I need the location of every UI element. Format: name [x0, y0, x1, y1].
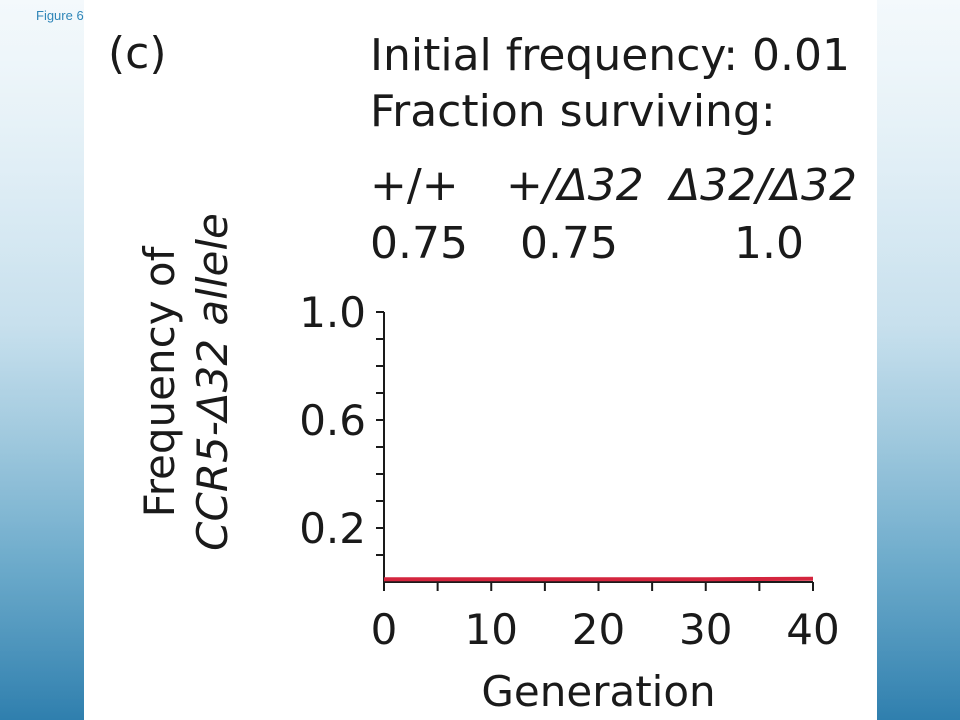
- figure-label: Figure 6: [36, 8, 84, 23]
- genotype-wildtype: +/+: [370, 160, 459, 211]
- survival-wildtype: 0.75: [370, 218, 468, 269]
- x-axis-ticks: 0 10 20 30 40: [371, 582, 840, 654]
- x-axis-label: Generation: [481, 667, 715, 716]
- background-band-right: [876, 0, 960, 720]
- y-tick-label: 0.2: [299, 504, 366, 553]
- initial-frequency-text: Initial frequency: 0.01: [370, 30, 851, 81]
- survival-heterozygote: 0.75: [520, 218, 618, 269]
- panel-tag: (c): [108, 28, 167, 79]
- allele-frequency-line: [384, 576, 814, 582]
- y-tick-label: 0.6: [299, 396, 366, 445]
- background-band-left: [0, 0, 84, 720]
- x-tick-label: 10: [465, 605, 518, 654]
- y-axis-label-line2: CCR5-Δ32 allele: [188, 213, 237, 551]
- genotype-homozygote: Δ32/Δ32: [670, 160, 857, 211]
- x-tick-label: 40: [786, 605, 839, 654]
- x-tick-label: 0: [371, 605, 398, 654]
- figure-panel: (c) Initial frequency: 0.01 Fraction sur…: [84, 0, 877, 720]
- fraction-surviving-text: Fraction surviving:: [370, 86, 776, 137]
- genotype-heterozygote: +/Δ32: [506, 160, 644, 211]
- survival-homozygote: 1.0: [734, 218, 804, 269]
- y-axis-label-line1: Frequency of: [135, 245, 184, 517]
- parameters-block: Initial frequency: 0.01 Fraction survivi…: [370, 28, 850, 140]
- y-axis-label-group: Frequency of CCR5-Δ32 allele: [135, 213, 237, 551]
- x-tick-label: 20: [572, 605, 625, 654]
- y-axis-ticks: 1.0 0.6 0.2: [299, 288, 384, 556]
- x-tick-label: 30: [679, 605, 732, 654]
- y-tick-label: 1.0: [299, 288, 366, 337]
- allele-frequency-chart: Frequency of CCR5-Δ32 allele 1.0 0.6 0.2 0…: [135, 213, 840, 716]
